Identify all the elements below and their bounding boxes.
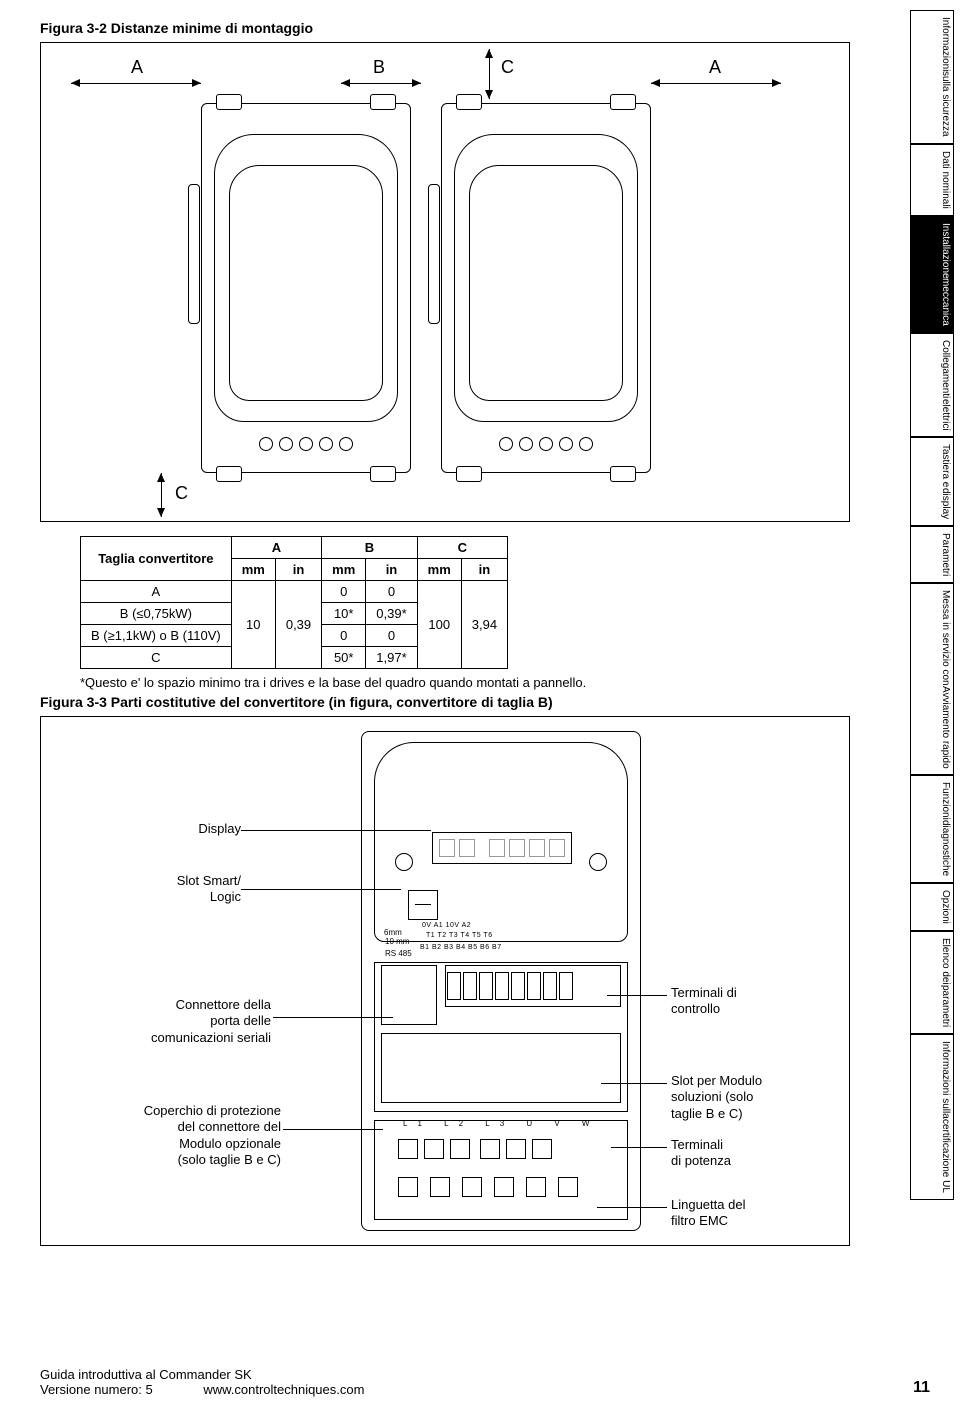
side-tab-8[interactable]: Opzioni — [910, 883, 954, 931]
footer-title: Guida introduttiva al Commander SK — [40, 1367, 364, 1382]
page-footer: Guida introduttiva al Commander SK Versi… — [40, 1367, 930, 1397]
dim-A-right: A — [709, 57, 721, 78]
dim-C-top: C — [501, 57, 514, 78]
callout-display: Display — [61, 821, 241, 837]
cable-10mm: 10 mm — [385, 937, 409, 946]
th-A: A — [231, 537, 321, 559]
callout-sol-slot: Slot per Modulo soluzioni (solo taglie B… — [671, 1073, 841, 1122]
page-number: 11 — [913, 1379, 930, 1397]
side-tab-9[interactable]: Elenco dei parametri — [910, 931, 954, 1034]
side-tab-1[interactable]: Dati nominali — [910, 144, 954, 216]
rs485-label: RS 485 — [385, 949, 412, 958]
callout-emc: Linguetta del filtro EMC — [671, 1197, 831, 1230]
cell-C-mm: 100 — [417, 581, 461, 669]
figure-3-2-title: Figura 3-2 Distanze minime di montaggio — [40, 20, 850, 36]
dim-C-bottom: C — [175, 483, 188, 504]
power-labels: L1 L2 L3 U V W — [403, 1119, 599, 1128]
dim-A-left: A — [131, 57, 143, 78]
figure-3-3-title: Figura 3-3 Parti costitutive del convert… — [40, 694, 850, 710]
control-terminals — [445, 965, 621, 1007]
side-tab-6[interactable]: Messa in servizio con Avviamento rapido — [910, 583, 954, 775]
side-tab-7[interactable]: Funzioni diagnostiche — [910, 775, 954, 883]
terminal-labels-3: B1 B2 B3 B4 B5 B6 B7 — [420, 944, 502, 951]
cell-A-mm: 10 — [231, 581, 275, 669]
cell-A-in: 0,39 — [275, 581, 321, 669]
side-tab-3[interactable]: Collegamenti elettrici — [910, 333, 954, 437]
th-B-mm: mm — [322, 559, 366, 581]
clearance-table: Taglia convertitore A B C mm in mm in mm… — [80, 536, 508, 669]
table-note: *Questo e' lo spazio minimo tra i drives… — [80, 675, 850, 690]
dim-B: B — [373, 57, 385, 78]
th-taglia: Taglia convertitore — [81, 537, 232, 581]
figure-3-2-diagram: A B C A — [40, 42, 850, 522]
side-tabs: Informazioni sulla sicurezzaDati nominal… — [910, 10, 954, 1200]
callout-cover: Coperchio di protezione del connettore d… — [61, 1103, 281, 1168]
side-tab-10[interactable]: Informazioni sulla certificazione UL — [910, 1034, 954, 1200]
th-C-mm: mm — [417, 559, 461, 581]
th-A-mm: mm — [231, 559, 275, 581]
terminal-labels-1: 0V A1 10V A2 — [422, 922, 471, 929]
display-panel — [432, 832, 572, 864]
terminal-labels-2: T1 T2 T3 T4 T5 T6 — [426, 932, 493, 939]
th-C: C — [417, 537, 507, 559]
th-B-in: in — [366, 559, 417, 581]
smart-logic-slot — [408, 890, 438, 920]
device-outline: 0V A1 10V A2 T1 T2 T3 T4 T5 T6 B1 B2 B3 … — [361, 731, 641, 1231]
th-C-in: in — [461, 559, 507, 581]
th-A-in: in — [275, 559, 321, 581]
callout-pow-term: Terminali di potenza — [671, 1137, 831, 1170]
table-row: A 10 0,39 0 0 100 3,94 — [81, 581, 508, 603]
side-tab-0[interactable]: Informazioni sulla sicurezza — [910, 10, 954, 144]
callout-conn: Connettore della porta delle comunicazio… — [61, 997, 271, 1046]
figure-3-3-diagram: 0V A1 10V A2 T1 T2 T3 T4 T5 T6 B1 B2 B3 … — [40, 716, 850, 1246]
callout-ctrl-term: Terminali di controllo — [671, 985, 831, 1018]
footer-url: www.controltechniques.com — [203, 1382, 364, 1397]
side-tab-2[interactable]: Installazione meccanica — [910, 216, 954, 333]
side-tab-4[interactable]: Tastiera e display — [910, 437, 954, 526]
cell-C-in: 3,94 — [461, 581, 507, 669]
callout-slot: Slot Smart/ Logic — [61, 873, 241, 906]
cable-6mm: 6mm — [384, 928, 402, 937]
footer-version: Versione numero: 5 — [40, 1382, 153, 1397]
side-tab-5[interactable]: Parametri — [910, 526, 954, 583]
th-B: B — [322, 537, 418, 559]
